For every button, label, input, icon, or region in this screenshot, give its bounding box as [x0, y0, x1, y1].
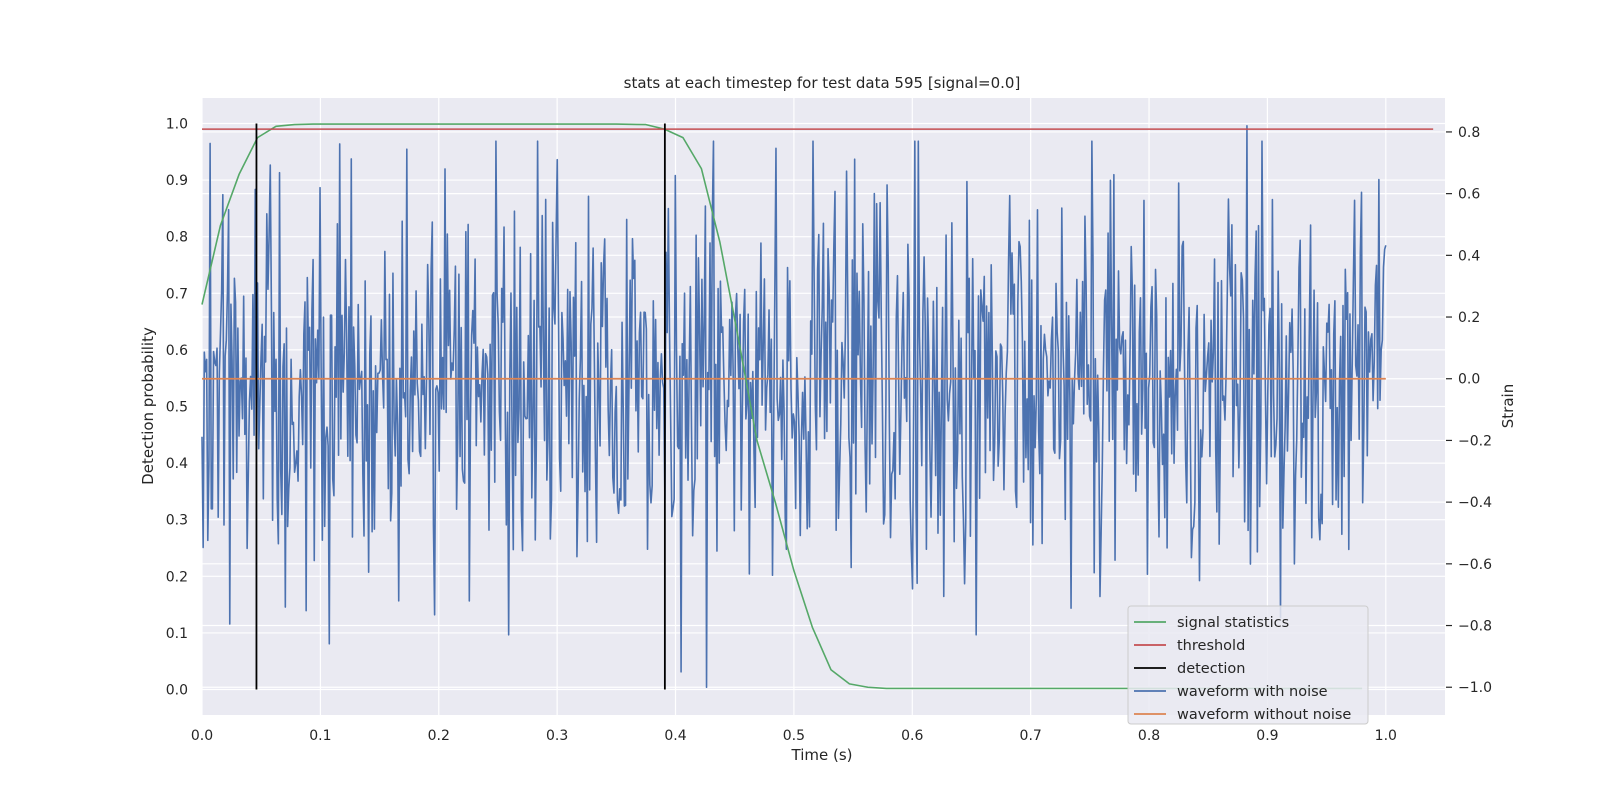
legend-label: threshold	[1177, 638, 1245, 654]
y-left-tick-label: 0.7	[166, 286, 188, 302]
y-left-tick-label: 0.3	[166, 513, 188, 529]
y-right-tick-label: 0.8	[1458, 125, 1480, 141]
series-line-waveform-with-noise	[201, 124, 1387, 689]
legend-label: waveform without noise	[1177, 707, 1351, 723]
y-right-tick-label: −0.4	[1458, 495, 1492, 511]
y-left-tick-label: 0.9	[166, 173, 188, 189]
y-left-tick-label: 0.8	[166, 230, 188, 246]
x-tick-label: 0.4	[664, 728, 686, 744]
y-axis-left-label: Detection probability	[139, 327, 157, 485]
legend-box	[1127, 605, 1369, 725]
legend-label: signal statistics	[1177, 615, 1289, 631]
x-tick-label: 0.2	[428, 728, 450, 744]
series-layer	[201, 123, 1434, 690]
y-right-tick-label: 0.4	[1458, 248, 1480, 264]
x-tick-label: 0.1	[309, 728, 331, 744]
y-right-tick-label: −0.2	[1458, 433, 1492, 449]
y-left-tick-label: 0.4	[166, 456, 188, 472]
x-tick-label: 1.0	[1375, 728, 1397, 744]
legend: signal statistics threshold detection wavef…	[1127, 605, 1369, 725]
y-left-tick-label: 0.0	[166, 683, 188, 699]
y-right-tick-label: 0.6	[1458, 187, 1480, 203]
series-line-signal-statistics	[201, 123, 1363, 690]
y-right-tick-label: 0.2	[1458, 310, 1480, 326]
y-left-tick-label: 1.0	[166, 116, 188, 132]
y-left-tick-label: 0.6	[166, 343, 188, 359]
x-tick-label: 0.9	[1256, 728, 1278, 744]
tick-labels: 0.0 0.1 0.2 0.3 0.4 0.5 0.6 0.7 0.8 0.9 1.0 0.0 0.1 0…	[166, 116, 1492, 744]
x-tick-label: 0.3	[546, 728, 568, 744]
y-right-tick-label: −1.0	[1458, 680, 1492, 696]
x-tick-label: 0.5	[783, 728, 805, 744]
x-tick-label: 0.8	[1138, 728, 1160, 744]
y-axis-right-label: Strain	[1499, 384, 1517, 428]
x-tick-label: 0.7	[1020, 728, 1042, 744]
x-axis-label: Time (s)	[791, 746, 853, 764]
legend-label: detection	[1177, 661, 1245, 677]
x-tick-label: 0.6	[901, 728, 923, 744]
y-left-tick-label: 0.1	[166, 626, 188, 642]
y-right-tick-label: 0.0	[1458, 372, 1480, 388]
x-tick-label: 0.0	[191, 728, 213, 744]
y-left-tick-label: 0.5	[166, 400, 188, 416]
legend-label: waveform with noise	[1177, 684, 1328, 700]
chart-title: stats at each timestep for test data 595…	[624, 74, 1021, 92]
y-right-tick-label: −0.6	[1458, 557, 1492, 573]
y-left-tick-label: 0.2	[166, 569, 188, 585]
y-right-tick-label: −0.8	[1458, 619, 1492, 635]
